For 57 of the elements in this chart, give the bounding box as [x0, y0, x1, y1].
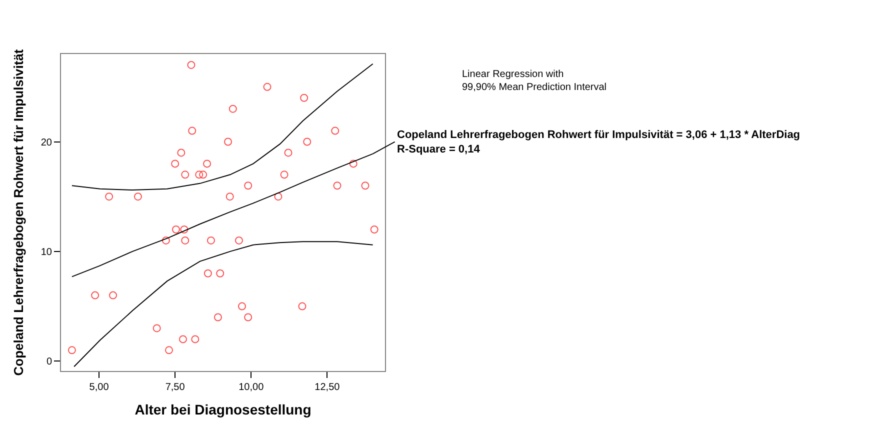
point — [333, 182, 342, 190]
point — [105, 192, 114, 201]
point — [244, 313, 252, 322]
point — [361, 182, 370, 190]
point — [300, 94, 308, 102]
point — [152, 324, 161, 332]
point — [226, 192, 234, 201]
point — [180, 226, 188, 234]
point — [303, 138, 312, 146]
x-tick-label: 7,50 — [165, 382, 186, 393]
point — [216, 269, 224, 278]
line-series — [74, 241, 374, 368]
x-tick-label: 10,00 — [238, 382, 264, 393]
point — [199, 170, 208, 179]
point — [224, 138, 232, 146]
point — [298, 302, 306, 310]
point — [109, 291, 118, 300]
point — [181, 170, 190, 179]
point — [331, 126, 340, 135]
y-axis-title: Copeland Lehrerfragebogen Rohwert für Impulsivität — [10, 48, 26, 376]
x-axis-title: Alter bei Diagnosestellung — [134, 401, 312, 418]
point — [280, 170, 288, 179]
point — [349, 160, 358, 168]
point — [244, 182, 252, 190]
point — [172, 226, 180, 234]
point — [68, 346, 76, 354]
point — [263, 82, 272, 91]
point — [188, 126, 196, 135]
point — [91, 291, 100, 300]
x-tick-label: 5,00 — [89, 382, 110, 393]
point — [228, 104, 237, 113]
y-tick-label: 0 — [46, 356, 52, 368]
point — [238, 302, 246, 310]
point — [214, 313, 222, 322]
y-tick-label: 10 — [40, 246, 52, 258]
point — [195, 170, 204, 179]
point — [191, 335, 200, 344]
y-tick-label: 20 — [40, 137, 52, 148]
point — [181, 236, 190, 244]
point — [274, 192, 282, 201]
point — [206, 236, 215, 244]
point — [162, 236, 170, 244]
point — [134, 192, 142, 201]
point — [178, 335, 187, 344]
annotation: Copeland Lehrerfragebogen Rohwert für Impulsivität = 3,06 + 1,13 * AlterDiag R-Square = 0,14 — [397, 129, 800, 156]
text: Linear Regression with 99,90% Mean Prediction Interval — [462, 69, 607, 93]
point — [284, 148, 292, 157]
point — [370, 226, 378, 234]
point — [203, 160, 212, 168]
point — [165, 346, 173, 354]
line-series — [71, 63, 374, 191]
point — [171, 160, 180, 168]
x-tick-label: 12,50 — [314, 382, 340, 393]
point — [187, 60, 196, 69]
point — [234, 236, 243, 244]
point — [204, 269, 212, 278]
point — [177, 148, 186, 157]
